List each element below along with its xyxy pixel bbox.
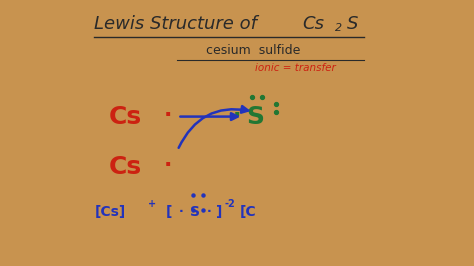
- Text: cesium  sulfide: cesium sulfide: [206, 44, 301, 57]
- Text: S: S: [190, 205, 200, 219]
- Text: Cs: Cs: [302, 15, 324, 33]
- Text: ·: ·: [164, 155, 172, 175]
- Text: -2: -2: [224, 199, 235, 209]
- Text: S: S: [246, 105, 264, 129]
- Text: Lewis Structure of: Lewis Structure of: [94, 15, 263, 33]
- Text: ·: ·: [164, 105, 172, 125]
- Text: 2: 2: [335, 23, 342, 33]
- Text: [Cs]: [Cs]: [94, 205, 126, 219]
- Text: Cs: Cs: [108, 105, 141, 129]
- Text: S: S: [347, 15, 358, 33]
- Text: [: [: [165, 205, 172, 219]
- Text: [C: [C: [240, 205, 256, 219]
- Text: ionic = transfer: ionic = transfer: [255, 63, 336, 73]
- Text: ·: ·: [179, 205, 184, 218]
- Text: Cs: Cs: [108, 155, 141, 179]
- Text: +: +: [148, 199, 156, 209]
- Text: ·: ·: [233, 105, 241, 125]
- Text: ]: ]: [216, 205, 222, 219]
- Text: ·: ·: [207, 205, 211, 218]
